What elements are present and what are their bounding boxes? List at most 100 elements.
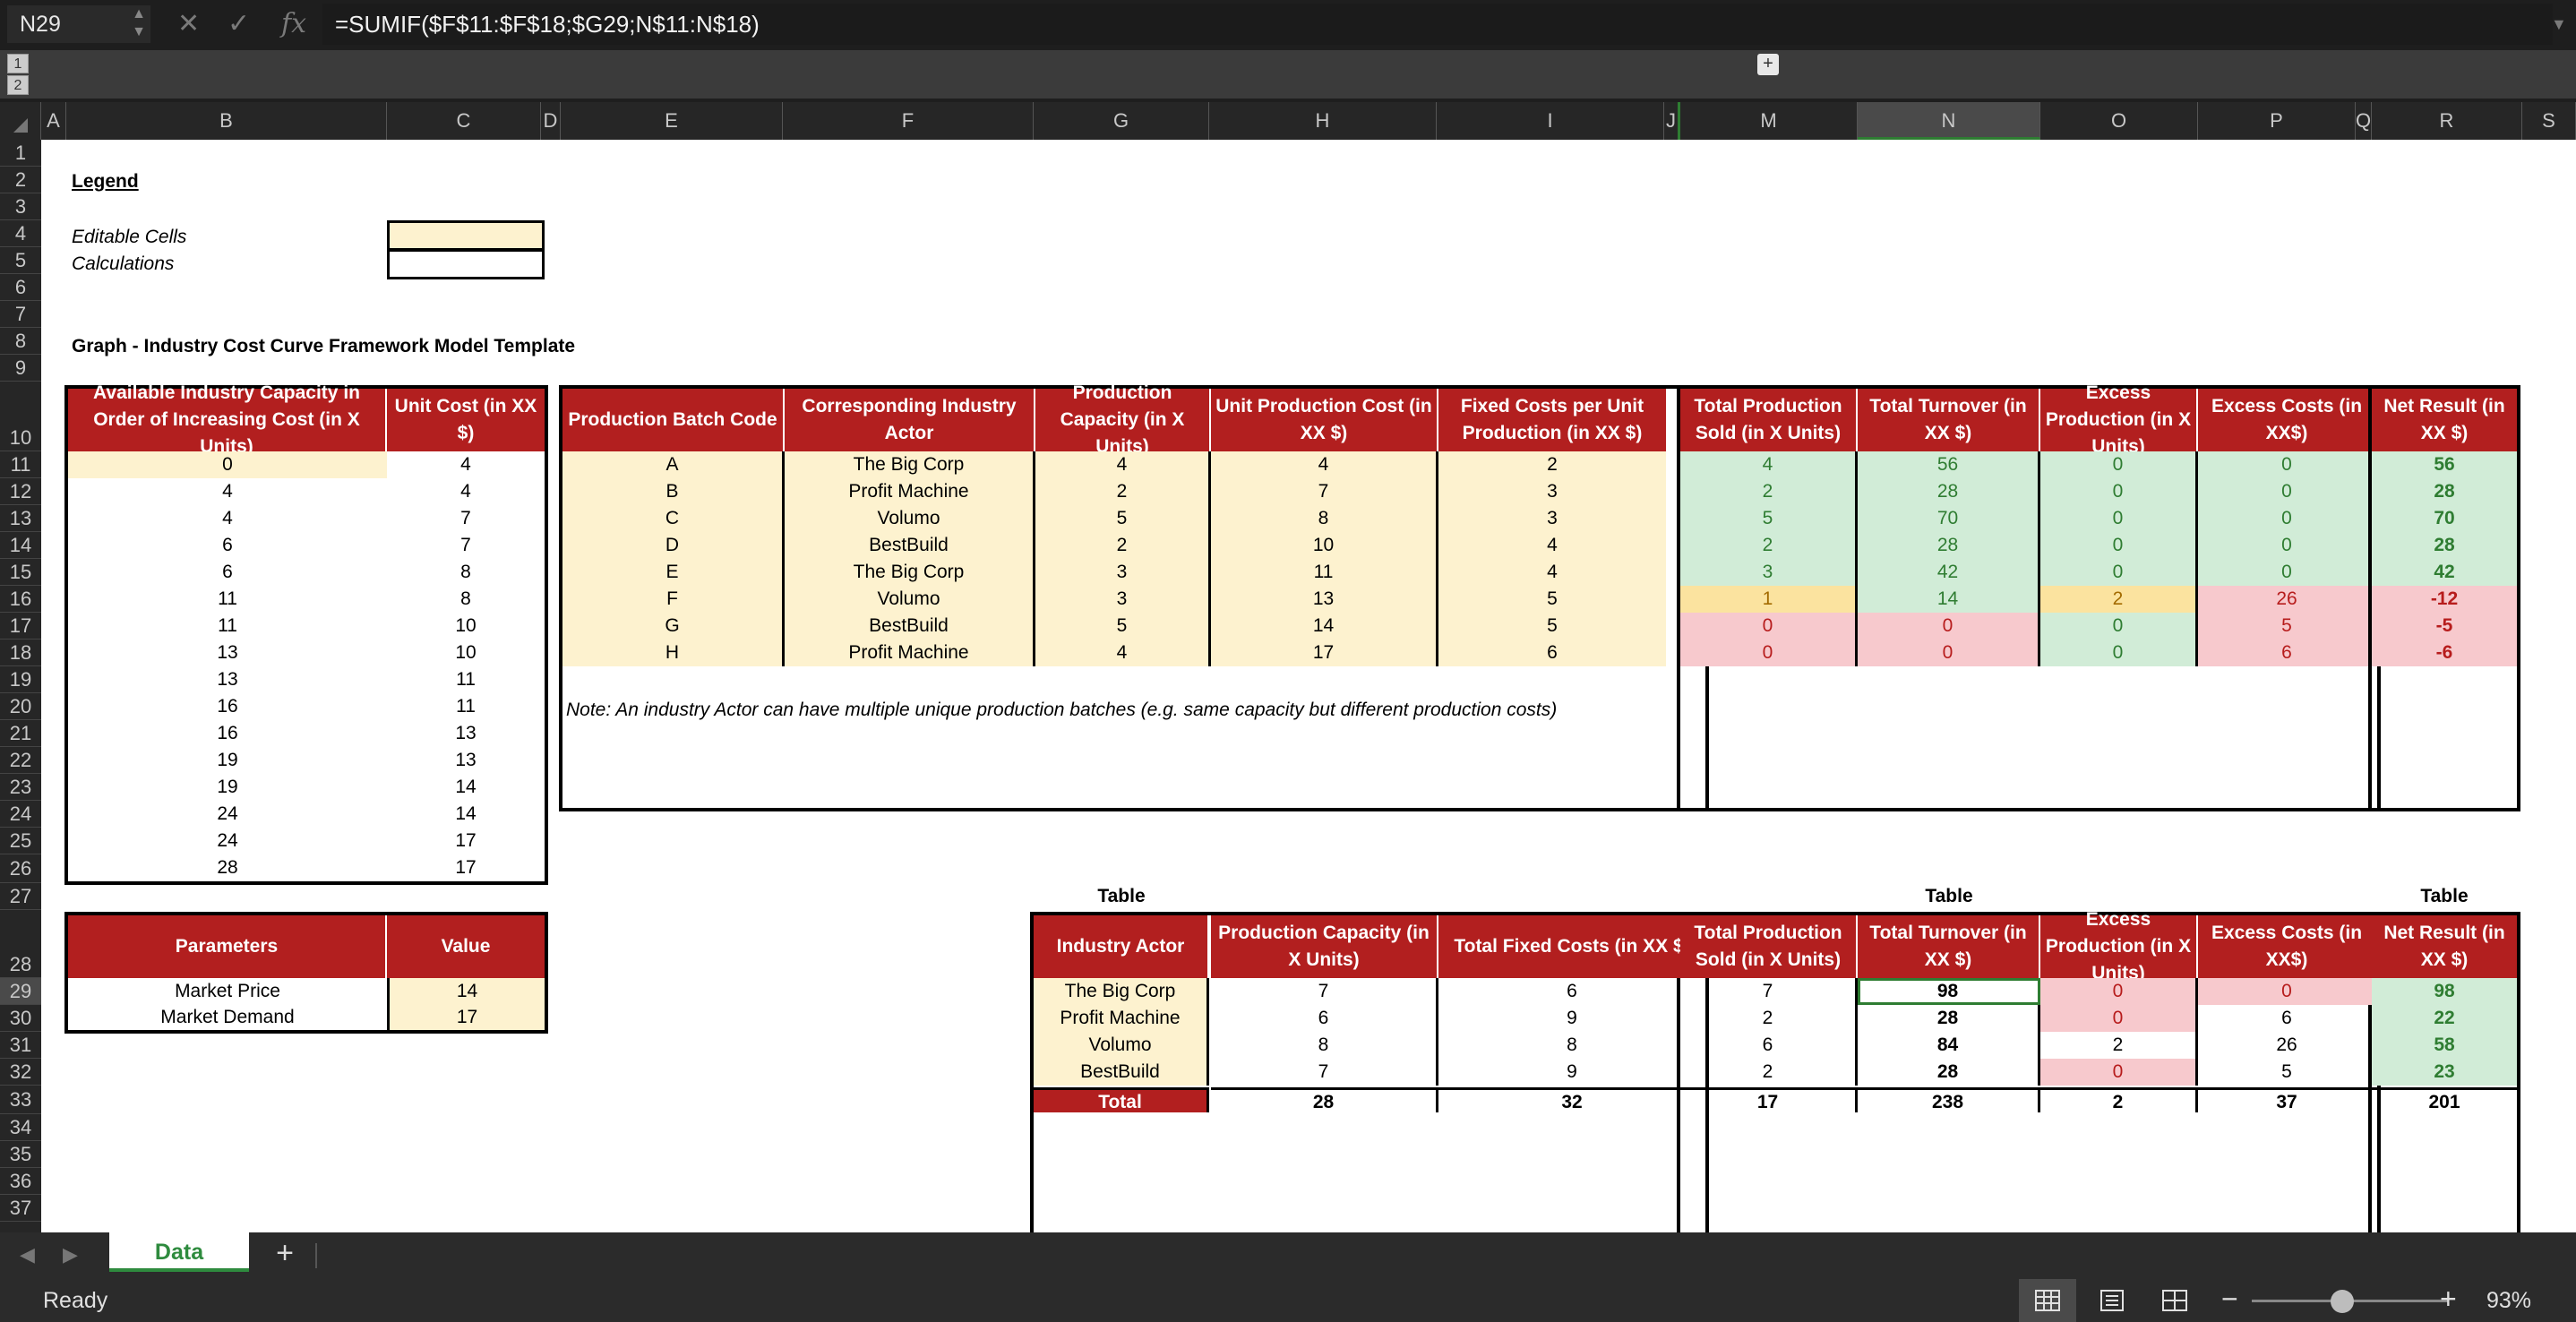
batch-cell[interactable]: 5 xyxy=(1035,505,1211,532)
row-header[interactable]: 33 xyxy=(0,1086,41,1114)
col-header-b[interactable]: B xyxy=(66,102,387,140)
row-header[interactable]: 36 xyxy=(0,1168,41,1195)
batch-cell[interactable]: G xyxy=(562,613,785,640)
row-header[interactable]: 25 xyxy=(0,828,41,854)
batch-cell[interactable]: 4 xyxy=(1438,532,1666,559)
param-value-demand[interactable]: 17 xyxy=(387,1005,545,1030)
col-header-f[interactable]: F xyxy=(783,102,1034,140)
batch-cell[interactable]: 4 xyxy=(1438,559,1666,586)
batch-cell[interactable]: 4 xyxy=(1035,640,1211,666)
summary-actor-cell[interactable]: Profit Machine xyxy=(1034,1005,1209,1032)
batch-cell[interactable]: Volumo xyxy=(785,505,1035,532)
row-header[interactable]: 13 xyxy=(0,505,41,532)
spreadsheet-grid[interactable]: Legend Editable Cells Calculations Graph… xyxy=(41,140,2576,1232)
batch-cell[interactable]: 3 xyxy=(1035,586,1211,613)
expand-formula-icon[interactable]: ▼ xyxy=(2551,15,2567,33)
col-header-j[interactable]: J xyxy=(1664,102,1680,140)
row-header[interactable]: 31 xyxy=(0,1032,41,1059)
col-header-o[interactable]: O xyxy=(2040,102,2198,140)
page-layout-icon[interactable] xyxy=(2099,1290,2125,1311)
row-header[interactable]: 16 xyxy=(0,586,41,613)
row-header[interactable]: 10 xyxy=(0,382,41,451)
normal-view-button[interactable] xyxy=(2019,1279,2076,1322)
batch-cell[interactable]: C xyxy=(562,505,785,532)
sheet-tab-data[interactable]: Data xyxy=(109,1232,249,1272)
batch-cell[interactable]: 5 xyxy=(1438,613,1666,640)
row-header[interactable]: 19 xyxy=(0,666,41,693)
col-header-p[interactable]: P xyxy=(2198,102,2356,140)
outline-level-2[interactable]: 2 xyxy=(7,75,29,95)
row-header[interactable]: 27 xyxy=(0,883,41,910)
next-sheet-icon[interactable]: ▶ xyxy=(63,1243,78,1266)
col-header-n[interactable]: N xyxy=(1858,102,2040,140)
row-header[interactable]: 24 xyxy=(0,801,41,828)
col-header-q[interactable]: Q xyxy=(2356,102,2372,140)
row-header[interactable]: 2 xyxy=(0,167,41,193)
batch-cell[interactable]: 5 xyxy=(1438,586,1666,613)
row-header[interactable]: 11 xyxy=(0,451,41,478)
batch-cell[interactable]: BestBuild xyxy=(785,613,1035,640)
row-header[interactable]: 29 xyxy=(0,978,41,1005)
row-header[interactable]: 7 xyxy=(0,301,41,328)
batch-cell[interactable]: The Big Corp xyxy=(785,451,1035,478)
zoom-in-button[interactable]: + xyxy=(2440,1283,2457,1315)
row-header[interactable]: 18 xyxy=(0,640,41,666)
batch-cell[interactable]: 4 xyxy=(1035,451,1211,478)
row-header[interactable]: 21 xyxy=(0,720,41,747)
row-header[interactable]: 22 xyxy=(0,747,41,774)
batch-cell[interactable]: Profit Machine xyxy=(785,478,1035,505)
row-header[interactable]: 3 xyxy=(0,193,41,220)
name-box-stepper-icon[interactable]: ▲ ▼ xyxy=(132,6,146,39)
outline-level-1[interactable]: 1 xyxy=(7,54,29,73)
confirm-icon[interactable]: ✓ xyxy=(228,9,251,39)
batch-cell[interactable]: D xyxy=(562,532,785,559)
zoom-out-button[interactable]: − xyxy=(2221,1283,2238,1315)
batch-cell[interactable]: 3 xyxy=(1438,478,1666,505)
summary-actor-cell[interactable]: Volumo xyxy=(1034,1032,1209,1059)
batch-cell[interactable]: Volumo xyxy=(785,586,1035,613)
batch-cell[interactable]: E xyxy=(562,559,785,586)
row-header[interactable]: 5 xyxy=(0,247,41,274)
row-header[interactable]: 37 xyxy=(0,1195,41,1222)
row-header[interactable]: 17 xyxy=(0,613,41,640)
batch-cell[interactable]: 8 xyxy=(1211,505,1438,532)
row-header[interactable]: 6 xyxy=(0,274,41,301)
batch-cell[interactable]: BestBuild xyxy=(785,532,1035,559)
summary-actor-cell[interactable]: The Big Corp xyxy=(1034,978,1209,1005)
batch-cell[interactable]: 14 xyxy=(1211,613,1438,640)
row-header[interactable]: 12 xyxy=(0,478,41,505)
col-header-s[interactable]: S xyxy=(2522,102,2576,140)
batch-cell[interactable]: 6 xyxy=(1438,640,1666,666)
batch-cell[interactable]: 4 xyxy=(1211,451,1438,478)
row-header[interactable]: 32 xyxy=(0,1059,41,1086)
zoom-slider-thumb[interactable] xyxy=(2331,1290,2355,1313)
row-header[interactable]: 14 xyxy=(0,532,41,559)
col-header-c[interactable]: C xyxy=(387,102,541,140)
batch-cell[interactable]: A xyxy=(562,451,785,478)
batch-cell[interactable]: 7 xyxy=(1211,478,1438,505)
batch-cell[interactable]: 13 xyxy=(1211,586,1438,613)
batch-cell[interactable]: 11 xyxy=(1211,559,1438,586)
col-header-e[interactable]: E xyxy=(561,102,783,140)
col-header-g[interactable]: G xyxy=(1034,102,1209,140)
batch-cell[interactable]: F xyxy=(562,586,785,613)
name-box[interactable]: N29 xyxy=(7,5,150,43)
batch-cell[interactable]: 3 xyxy=(1438,505,1666,532)
batch-cell[interactable]: 2 xyxy=(1438,451,1666,478)
summary-actor-cell[interactable]: BestBuild xyxy=(1034,1059,1209,1086)
batch-cell[interactable]: 10 xyxy=(1211,532,1438,559)
row-header[interactable]: 30 xyxy=(0,1005,41,1032)
col-header-i[interactable]: I xyxy=(1437,102,1664,140)
cancel-icon[interactable]: ✕ xyxy=(177,9,201,39)
batch-cell[interactable]: The Big Corp xyxy=(785,559,1035,586)
select-all-corner[interactable] xyxy=(0,102,41,140)
col-header-m[interactable]: M xyxy=(1680,102,1858,140)
batch-cell[interactable]: 2 xyxy=(1035,532,1211,559)
batch-cell[interactable]: B xyxy=(562,478,785,505)
formula-input[interactable]: =SUMIF($F$11:$F$18;$G29;N$11:N$18) xyxy=(322,4,2553,45)
row-header[interactable]: 23 xyxy=(0,774,41,801)
batch-cell[interactable]: 17 xyxy=(1211,640,1438,666)
function-icon[interactable]: fx xyxy=(281,8,307,39)
row-header[interactable]: 4 xyxy=(0,220,41,247)
param-value-price[interactable]: 14 xyxy=(387,978,545,1005)
